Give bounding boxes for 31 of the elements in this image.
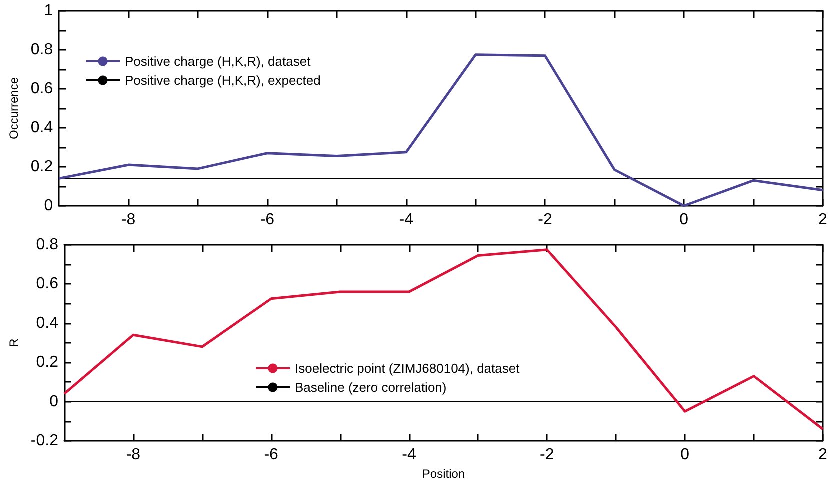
x-tick-label: 0 [680,212,689,228]
x-tick-label: -6 [260,212,275,228]
y-tick-label: 0.8 [36,236,59,254]
legend-label: Positive charge (H,K,R), expected [125,73,321,88]
x-tick-label: -4 [399,212,414,228]
x-axis-title: Position [422,466,466,481]
x-tick-label: -8 [121,212,136,228]
x-tick-label: -6 [264,446,279,464]
y-tick-label: 0.6 [36,276,59,293]
y-tick-label: 0.2 [30,158,54,176]
x-tick-label: -2 [538,212,552,228]
y-tick-label: 0.8 [30,42,54,58]
y-tick-label: -0.2 [30,432,59,450]
y-tick-label: 0 [50,393,59,410]
y-axis-title: Occurrence [7,77,21,140]
y-tick-label: 0.2 [36,354,59,372]
y-tick-label: 0 [44,198,54,214]
legend-label: Baseline (zero correlation) [295,380,447,395]
x-tick-label: -4 [402,446,416,464]
y-tick-label: 1 [44,2,54,20]
x-tick-label: 2 [818,212,828,228]
legend-label: Isoelectric point (ZIMJ680104), dataset [295,361,520,376]
y-tick-label: 0.6 [30,80,54,98]
x-tick-label: -2 [540,446,554,464]
legend-label: Positive charge (H,K,R), dataset [125,54,312,69]
y-tick-label: 0.4 [36,314,59,332]
x-tick-label: -8 [126,446,141,464]
y-tick-label: 0.4 [30,120,54,136]
y-axis-title: R [7,338,21,348]
x-tick-label: 2 [818,446,828,464]
x-tick-label: 0 [680,446,690,464]
